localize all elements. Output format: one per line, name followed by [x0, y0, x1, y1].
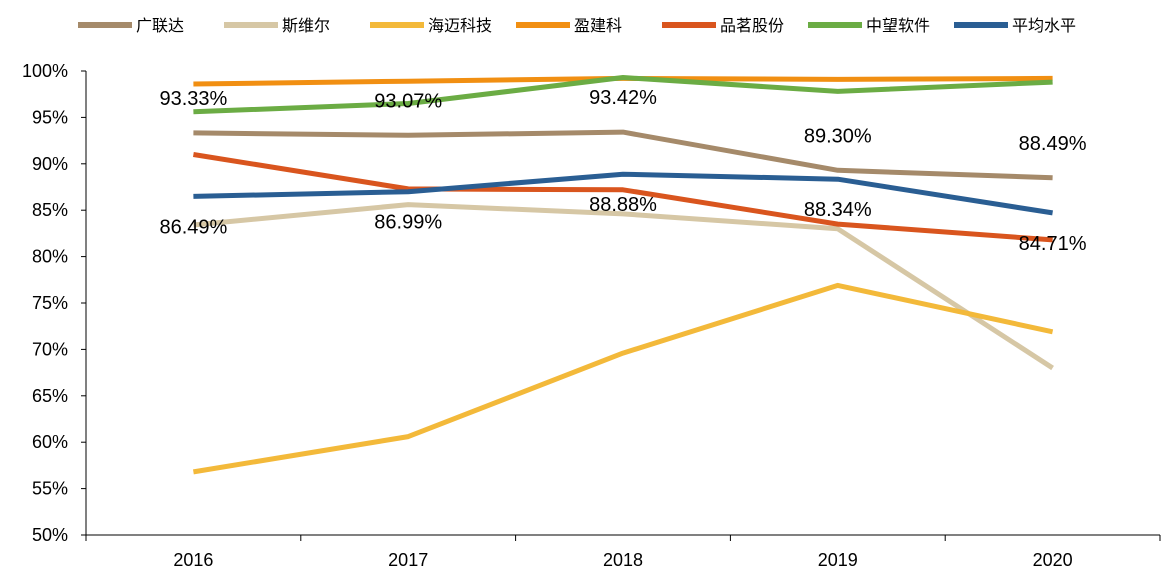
legend-label: 斯维尔 [282, 16, 330, 35]
x-tick-label: 2019 [818, 550, 858, 570]
series-line [193, 202, 1054, 371]
x-tick-label: 2020 [1033, 550, 1073, 570]
data-label: 86.99% [374, 212, 442, 234]
y-tick-label: 60% [32, 432, 68, 452]
legend-item: 品茗股份 [662, 16, 784, 35]
y-axis: 50% 55% 60% 65% 70% 75% 80% 85% 90% 95% 100% [22, 61, 87, 545]
y-tick-label: 50% [32, 525, 68, 545]
data-label: 93.33% [159, 88, 227, 110]
data-label: 93.07% [374, 90, 442, 112]
legend-label: 平均水平 [1012, 16, 1076, 35]
y-tick-label: 70% [32, 339, 68, 359]
legend-label: 海迈科技 [428, 16, 492, 35]
legend-item: 平均水平 [954, 16, 1076, 35]
x-tick-label: 2018 [603, 550, 643, 570]
series-lines [192, 75, 1054, 475]
x-axis: 2016 2017 2018 2019 2020 [85, 534, 1161, 570]
legend-item: 广联达 [78, 16, 184, 35]
y-tick-label: 95% [32, 107, 68, 127]
series-line [193, 152, 1053, 243]
legend-label: 广联达 [136, 16, 184, 35]
data-label: 88.88% [589, 194, 657, 216]
series-line [192, 282, 1054, 475]
y-tick-label: 90% [32, 154, 68, 174]
chart-legend: 广联达 斯维尔 海迈科技 盈建科 品茗股份 中望软件 平均水平 [78, 16, 1076, 35]
y-tick-label: 80% [32, 247, 68, 267]
data-label: 93.42% [589, 87, 657, 109]
x-tick-label: 2017 [388, 550, 428, 570]
series-line [193, 75, 1053, 115]
legend-item: 斯维尔 [224, 16, 330, 35]
legend-label: 品茗股份 [720, 16, 784, 35]
legend-item: 中望软件 [808, 16, 930, 35]
y-tick-label: 85% [32, 200, 68, 220]
y-tick-label: 100% [22, 61, 68, 81]
y-tick-label: 65% [32, 386, 68, 406]
legend-label: 盈建科 [574, 16, 622, 35]
data-labels: 93.33% 93.07% 93.42% 89.30% 88.49% 86.49% 86.9… [159, 87, 1086, 255]
data-label: 88.49% [1019, 133, 1087, 155]
series-line [193, 129, 1053, 181]
series-line [193, 171, 1053, 216]
data-label: 89.30% [804, 125, 872, 147]
legend-label: 中望软件 [866, 16, 930, 35]
data-label: 84.71% [1019, 233, 1087, 255]
data-label: 88.34% [804, 199, 872, 221]
legend-item: 盈建科 [516, 16, 622, 35]
legend-item: 海迈科技 [370, 16, 492, 35]
x-tick-label: 2016 [173, 550, 213, 570]
y-tick-label: 75% [32, 293, 68, 313]
y-tick-label: 55% [32, 479, 68, 499]
data-label: 86.49% [159, 216, 227, 238]
